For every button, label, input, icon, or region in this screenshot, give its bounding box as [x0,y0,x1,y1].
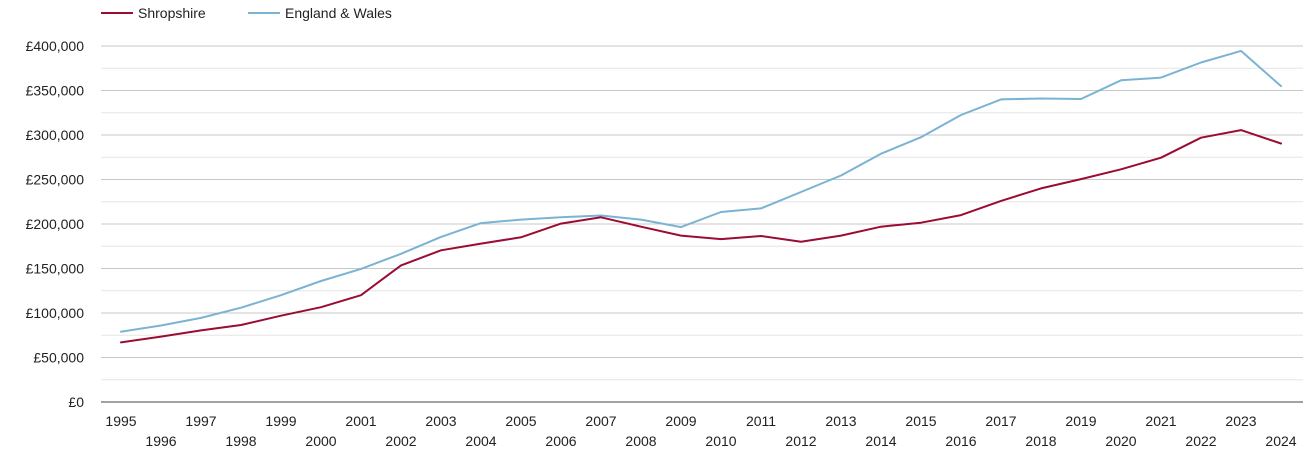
y-tick-label: £0 [68,394,84,410]
x-tick-label: 1999 [265,413,296,429]
legend-item: England & Wales [248,5,392,21]
y-tick-label: £400,000 [26,38,85,54]
x-tick-label: 2002 [385,433,416,449]
series-line-shropshire [120,129,1282,344]
x-tick-label: 1995 [105,413,136,429]
y-axis: £0 £50,000 £100,000 £150,000 £200,000 £250,00… [26,38,85,410]
x-tick-label: 2016 [945,433,976,449]
y-tick-label: £250,000 [26,172,85,188]
x-tick-label: 2010 [705,433,736,449]
x-tick-label: 2006 [545,433,576,449]
gridlines [101,45,1303,403]
x-tick-label: 2003 [425,413,456,429]
x-tick-label: 2018 [1025,433,1056,449]
x-tick-label: 2024 [1265,433,1296,449]
x-tick-label: 2015 [905,413,936,429]
y-tick-label: £300,000 [26,127,85,143]
x-tick-label: 1997 [185,413,216,429]
x-tick-label: 2019 [1065,413,1096,429]
x-tick-label: 2008 [625,433,656,449]
x-tick-label: 2007 [585,413,616,429]
y-tick-label: £350,000 [26,83,85,99]
legend: Shropshire England & Wales [101,5,392,21]
x-tick-label: 2005 [505,413,536,429]
x-tick-label: 1998 [225,433,256,449]
y-tick-label: £50,000 [33,350,84,366]
series-line-england-wales [120,49,1282,333]
y-tick-label: £150,000 [26,261,85,277]
x-tick-label: 2001 [345,413,376,429]
series-lines [120,49,1282,344]
y-tick-label: £200,000 [26,216,85,232]
x-tick-label: 2023 [1225,413,1256,429]
x-tick-label: 2004 [465,433,496,449]
x-tick-label: 2011 [746,413,776,429]
x-tick-label: 2014 [865,433,896,449]
x-tick-label: 2000 [305,433,336,449]
x-tick-label: 2021 [1145,413,1176,429]
x-tick-label: 2012 [785,433,816,449]
legend-label: England & Wales [285,5,392,21]
x-tick-label: 2022 [1185,433,1216,449]
legend-label: Shropshire [138,5,206,21]
x-tick-label: 2009 [665,413,696,429]
x-tick-label: 2017 [985,413,1016,429]
x-tick-label: 1996 [145,433,176,449]
x-tick-label: 2013 [825,413,856,429]
y-tick-label: £100,000 [26,305,85,321]
legend-item: Shropshire [101,5,206,21]
x-axis: 1995 1996 1997 1998 1999 2000 2001 2002 2003 2004… [105,413,1296,449]
x-tick-label: 2020 [1105,433,1136,449]
